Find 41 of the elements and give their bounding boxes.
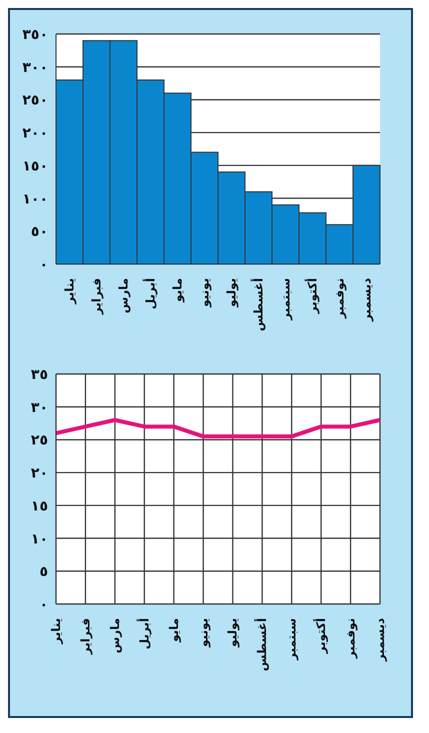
x-tick-label: أكتوبر bbox=[304, 278, 320, 314]
x-tick-label: أبريل bbox=[136, 618, 152, 650]
y-tick-label: ٢٠ bbox=[30, 466, 48, 482]
y-tick-label: ١٥٠ bbox=[22, 158, 48, 174]
x-tick-label: نوفمبر bbox=[332, 278, 346, 320]
y-tick-label: ٢٥٠ bbox=[22, 92, 48, 109]
y-tick-label: ٠ bbox=[39, 596, 48, 613]
x-tick-label: نوفمبر bbox=[344, 618, 358, 660]
x-tick-label: أبريل bbox=[142, 278, 158, 310]
y-tick-label: ١٠ bbox=[30, 531, 48, 548]
x-tick-label: ديسمبر bbox=[360, 278, 374, 322]
y-tick-label: ٥ bbox=[39, 564, 48, 580]
y-tick-label: ٣٥ bbox=[30, 366, 48, 383]
x-tick-label: فبراير bbox=[78, 618, 92, 656]
x-tick-label: يناير bbox=[49, 618, 63, 645]
x-tick-label: أغسطس bbox=[250, 278, 266, 332]
x-tick-label: مايو bbox=[166, 618, 181, 643]
y-tick-label: ٠ bbox=[39, 256, 48, 273]
x-tick-label: أغسطس bbox=[254, 618, 270, 672]
x-tick-label: أكتوبر bbox=[313, 618, 328, 654]
x-tick-label: مارس bbox=[116, 278, 130, 314]
y-tick-label: ٣٠ bbox=[30, 400, 48, 416]
y-tick-label: ١٥ bbox=[30, 498, 48, 514]
x-tick-label: مايو bbox=[170, 278, 184, 303]
x-tick-label: يوليو bbox=[224, 278, 238, 308]
x-tick-label: سبتمبر bbox=[284, 618, 299, 662]
x-tick-label: فبراير bbox=[90, 278, 104, 316]
x-tick-label: مارس bbox=[108, 618, 122, 654]
y-tick-label: ٣٥٠ bbox=[22, 26, 48, 43]
line-series bbox=[54, 418, 382, 438]
y-tick-label: ٢٥ bbox=[30, 432, 48, 449]
x-tick-label: يونيو bbox=[198, 278, 212, 308]
y-tick-label: ٢٠٠ bbox=[22, 126, 48, 142]
y-tick-label: ١٠٠ bbox=[22, 191, 48, 208]
x-tick-label: يناير bbox=[62, 278, 76, 305]
x-tick-label: ديسمبر bbox=[373, 618, 387, 662]
x-tick-label: سبتمبر bbox=[278, 278, 292, 322]
x-tick-label: يوليو bbox=[226, 618, 240, 648]
x-tick-label: يونيو bbox=[196, 618, 210, 648]
y-tick-label: ٥٠ bbox=[30, 224, 48, 240]
y-tick-label: ٣٠٠ bbox=[22, 60, 48, 76]
